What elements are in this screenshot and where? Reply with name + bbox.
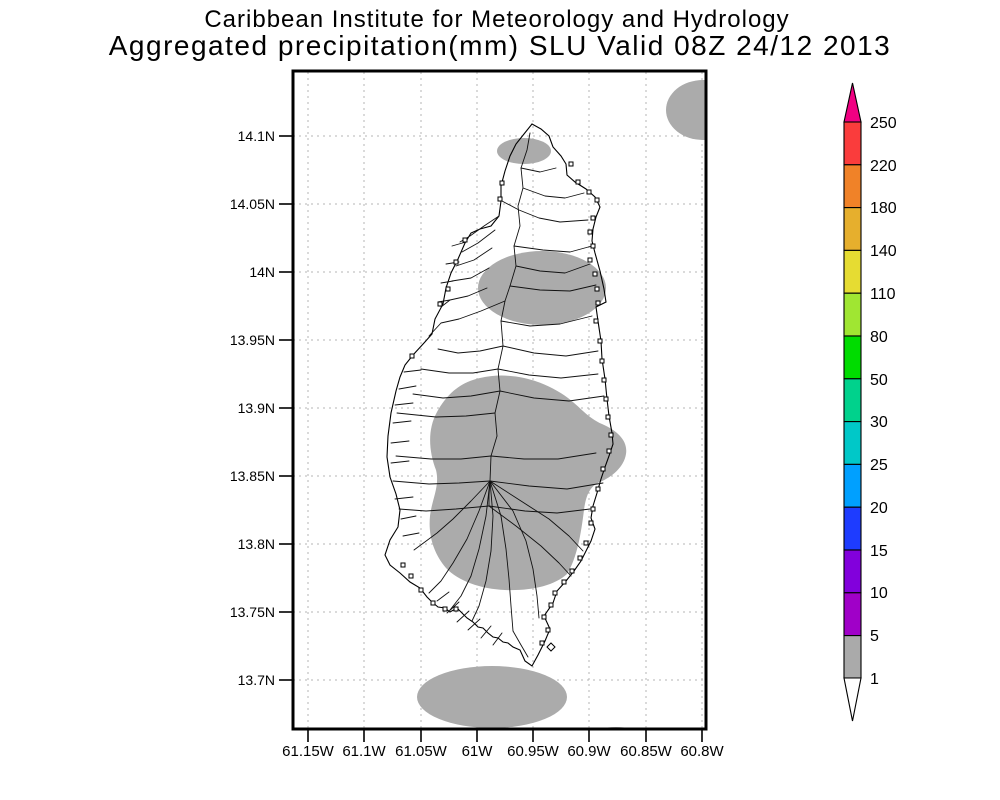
color-scale: 250 220 180 140 110 80 50 30 25 20 15 10…	[843, 82, 897, 722]
colorbar-label: 220	[870, 158, 897, 175]
colorbar-segment	[843, 292, 862, 337]
colorbar-label: 25	[870, 457, 888, 474]
colorbar-label: 180	[870, 200, 897, 217]
latitude-axis-labels: 14.1N 14.05N 14N 13.95N 13.9N 13.85N 13.…	[230, 128, 275, 688]
lat-label: 13.95N	[230, 332, 275, 348]
colorbar-segment	[843, 506, 862, 551]
colorbar-segment	[843, 421, 862, 465]
lat-label: 14.05N	[230, 196, 275, 212]
lat-label: 13.9N	[238, 400, 275, 416]
colorbar-segment	[843, 335, 862, 380]
colorbar-arrow-top	[843, 82, 862, 123]
lat-label: 13.85N	[230, 468, 275, 484]
island-map	[384, 123, 614, 667]
coastline-detail-marks	[400, 161, 614, 652]
axis-ticks	[279, 135, 703, 742]
colorbar-arrow-bottom	[843, 677, 862, 722]
lon-label: 61.1W	[342, 743, 386, 760]
colorbar-label: 1	[870, 671, 879, 688]
longitude-axis-labels: 61.15W 61.1W 61.05W 61W 60.95W 60.9W 60.…	[282, 743, 724, 760]
watershed-lines	[390, 132, 605, 658]
colorbar-label: 110	[870, 286, 896, 303]
lat-label: 14.1N	[238, 128, 275, 144]
lon-label: 61W	[462, 743, 494, 760]
lon-label: 60.9W	[567, 743, 611, 760]
lat-label: 13.7N	[238, 672, 275, 688]
lat-label: 13.75N	[230, 604, 275, 620]
colorbar-label: 10	[870, 585, 888, 602]
colorbar-label: 250	[870, 115, 897, 132]
colorbar-label: 80	[870, 329, 888, 346]
plot-border	[291, 69, 708, 731]
figure-title-line1: Caribbean Institute for Meteorology and …	[204, 6, 789, 33]
colorbar-segment	[843, 164, 862, 209]
grid-lines	[293, 72, 706, 729]
colorbar-segment	[843, 121, 862, 166]
colorbar-segment	[843, 463, 862, 508]
colorbar-segment	[843, 549, 862, 594]
shade-blob-south-offshore	[417, 666, 567, 728]
offshore-islet	[546, 642, 556, 652]
colorbar-segment	[843, 635, 862, 679]
colorbar-segment	[843, 378, 862, 423]
colorbar-segment	[843, 249, 862, 294]
lon-label: 60.95W	[507, 743, 560, 760]
lon-label: 60.85W	[620, 743, 673, 760]
colorbar-label: 20	[870, 500, 888, 517]
colorbar-segment	[843, 207, 862, 251]
shade-blob-north-tip	[497, 138, 551, 164]
lon-label: 61.05W	[395, 743, 448, 760]
lon-label: 60.8W	[680, 743, 724, 760]
lon-label: 61.15W	[282, 743, 335, 760]
colorbar-labels: 250 220 180 140 110 80 50 30 25 20 15 10…	[870, 115, 897, 688]
figure-title-line2: Aggregated precipitation(mm) SLU Valid 0…	[109, 30, 892, 61]
lat-label: 14N	[249, 264, 275, 280]
colorbar-segment	[843, 592, 862, 637]
shade-blob-central-highlands	[429, 375, 627, 591]
lat-label: 13.8N	[238, 536, 275, 552]
shade-blob-northeast-offshore	[666, 80, 705, 140]
colorbar-label: 15	[870, 543, 888, 560]
island-coastline	[384, 123, 614, 667]
colorbar-label: 50	[870, 372, 888, 389]
colorbar-label: 5	[870, 628, 879, 645]
colorbar-label: 30	[870, 414, 888, 431]
precipitation-shading	[417, 80, 705, 729]
colorbar-label: 140	[870, 243, 897, 260]
